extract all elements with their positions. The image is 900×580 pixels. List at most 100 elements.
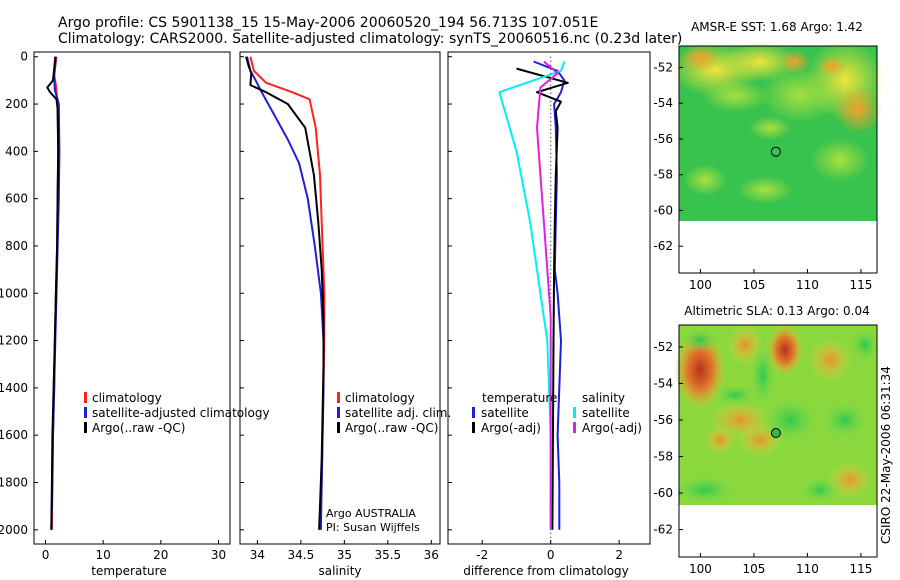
salinity-lines — [245, 56, 326, 530]
temperature-x-label: temperature — [91, 564, 166, 578]
map-x-tick-label: 105 — [742, 278, 765, 292]
temperature-x-ticks: 0 10 20 30 — [42, 540, 226, 562]
salinity-panel: 34 34.5 35 35.5 36 salinity climatology sate… — [239, 51, 451, 578]
legend-swatch-satellite — [84, 407, 87, 418]
map-y-tick-label: -58 — [653, 168, 673, 182]
x-tick-label: 34.5 — [288, 548, 315, 562]
depth-tick-label: 600 — [5, 192, 28, 206]
sst-map-frame — [678, 45, 878, 274]
depth-tick-label: 1600 — [0, 428, 28, 442]
series-line-climatology — [249, 56, 326, 530]
series-line-argo-raw-qc — [46, 56, 60, 530]
legend-label-satellite: satellite-adjusted climatology — [92, 406, 270, 420]
x-tick-label: 20 — [153, 548, 168, 562]
temperature-lines — [46, 56, 61, 530]
difference-lines — [498, 60, 569, 530]
legend-label-argo: Argo(..raw -QC) — [92, 421, 185, 435]
sla-map-field — [674, 324, 879, 557]
salinity-legend: climatology satellite adj. clim. Argo(..… — [337, 391, 451, 435]
sst-argo-marker — [770, 146, 781, 157]
salinity-axes-frame — [239, 51, 441, 545]
map-x-tick-label: 110 — [796, 562, 819, 576]
depth-tick-label: 1000 — [0, 286, 28, 300]
legend-swatch-sal-satellite — [573, 407, 576, 418]
x-tick-label: -2 — [476, 548, 488, 562]
legend-label-climatology: climatology — [92, 391, 162, 405]
map-x-tick-label: 115 — [849, 278, 872, 292]
map-x-tick-label: 105 — [742, 562, 765, 576]
map-y-tick-label: -52 — [653, 340, 673, 354]
legend-swatch-sal-argo — [573, 422, 576, 433]
depth-tick-label: 2000 — [0, 523, 28, 537]
map-x-tick-label: 110 — [796, 278, 819, 292]
salinity-x-label: salinity — [318, 564, 361, 578]
depth-tick-label: 1400 — [0, 381, 28, 395]
sla-map-x-ticks: 100 105 110 115 — [689, 553, 872, 576]
series-line-temperature-argo-adj — [516, 67, 569, 530]
sst-map-field — [670, 40, 885, 273]
depth-tick-label: 200 — [5, 97, 28, 111]
legend-label-satellite: satellite adj. clim. — [345, 406, 451, 420]
legend-swatch-climatology — [337, 392, 340, 403]
header-line-1: Argo profile: CS 5901138_15 15-May-2006 … — [58, 15, 598, 31]
difference-y-ticks — [448, 56, 452, 531]
x-tick-label: 30 — [211, 548, 226, 562]
sst-map-x-ticks: 100 105 110 115 — [689, 269, 872, 292]
series-line-argo-raw-qc — [245, 56, 325, 530]
legend-label-temp-argo: Argo(-adj) — [481, 421, 541, 435]
sla-argo-marker — [770, 428, 781, 439]
depth-tick-label: 0 — [20, 50, 28, 64]
depth-tick-label: 1200 — [0, 334, 28, 348]
legend-swatch-climatology — [84, 392, 87, 403]
legend-swatch-temp-satellite — [472, 407, 475, 418]
x-tick-label: 35.5 — [374, 548, 401, 562]
map-y-tick-label: -56 — [653, 132, 673, 146]
credit-line-2: PI: Susan Wijffels — [326, 521, 420, 534]
sst-map-panel: AMSR-E SST: 1.68 Argo: 1.42 -52 -54 -56 -58… — [653, 20, 885, 292]
legend-label-sal-satellite: satellite — [582, 406, 630, 420]
depth-tick-label: 800 — [5, 239, 28, 253]
legend-swatch-satellite — [337, 407, 340, 418]
legend-label-temp-satellite: satellite — [481, 406, 529, 420]
depth-tick-label: 400 — [5, 144, 28, 158]
map-y-tick-label: -54 — [653, 376, 673, 390]
map-y-tick-label: -60 — [653, 203, 673, 217]
sst-map-title: AMSR-E SST: 1.68 Argo: 1.42 — [691, 20, 863, 34]
map-y-tick-label: -54 — [653, 96, 673, 110]
difference-legend: temperature salinity satellite Argo(-adj… — [472, 391, 642, 435]
temperature-axes-frame — [33, 51, 231, 545]
credit-line-1: Argo AUSTRALIA — [326, 507, 416, 520]
x-tick-label: 0 — [547, 548, 555, 562]
series-line-satellite-adj-clim — [246, 56, 325, 530]
map-y-tick-label: -62 — [653, 523, 673, 537]
difference-x-ticks: -2 0 2 — [476, 540, 623, 562]
map-y-tick-label: -60 — [653, 486, 673, 500]
legend-swatch-argo — [337, 422, 340, 433]
sla-map-y-ticks: -52 -54 -56 -58 -60 -62 — [653, 340, 683, 537]
salinity-y-ticks — [240, 56, 244, 531]
legend-label-sal-argo: Argo(-adj) — [582, 421, 642, 435]
sla-map-title: Altimetric SLA: 0.13 Argo: 0.04 — [684, 304, 869, 318]
legend-label-argo: Argo(..raw -QC) — [345, 421, 438, 435]
temperature-depth-ticks: 0 200 400 600 800 1000 1200 1400 1600 1800 2000 — [0, 50, 38, 537]
x-tick-label: 34 — [250, 548, 265, 562]
salinity-x-ticks: 34 34.5 35 35.5 36 — [250, 540, 439, 562]
legend-title-salinity: salinity — [582, 391, 625, 405]
legend-swatch-temp-argo — [472, 422, 475, 433]
map-y-tick-label: -58 — [653, 450, 673, 464]
x-tick-label: 36 — [424, 548, 439, 562]
x-tick-label: 10 — [96, 548, 111, 562]
map-y-tick-label: -62 — [653, 239, 673, 253]
series-line-salinity-argo-adj — [536, 60, 559, 530]
map-y-tick-label: -56 — [653, 413, 673, 427]
sla-map-frame — [678, 324, 878, 558]
difference-x-label: difference from climatology — [463, 564, 629, 578]
legend-swatch-argo — [84, 422, 87, 433]
sla-map-panel: Altimetric SLA: 0.13 Argo: 0.04 -52-54-5… — [653, 304, 879, 576]
header-line-2: Climatology: CARS2000. Satellite-adjuste… — [58, 31, 682, 47]
x-tick-label: 0 — [42, 548, 50, 562]
depth-tick-label: 1800 — [0, 476, 28, 490]
difference-axes-frame — [447, 51, 651, 545]
legend-label-climatology: climatology — [345, 391, 415, 405]
